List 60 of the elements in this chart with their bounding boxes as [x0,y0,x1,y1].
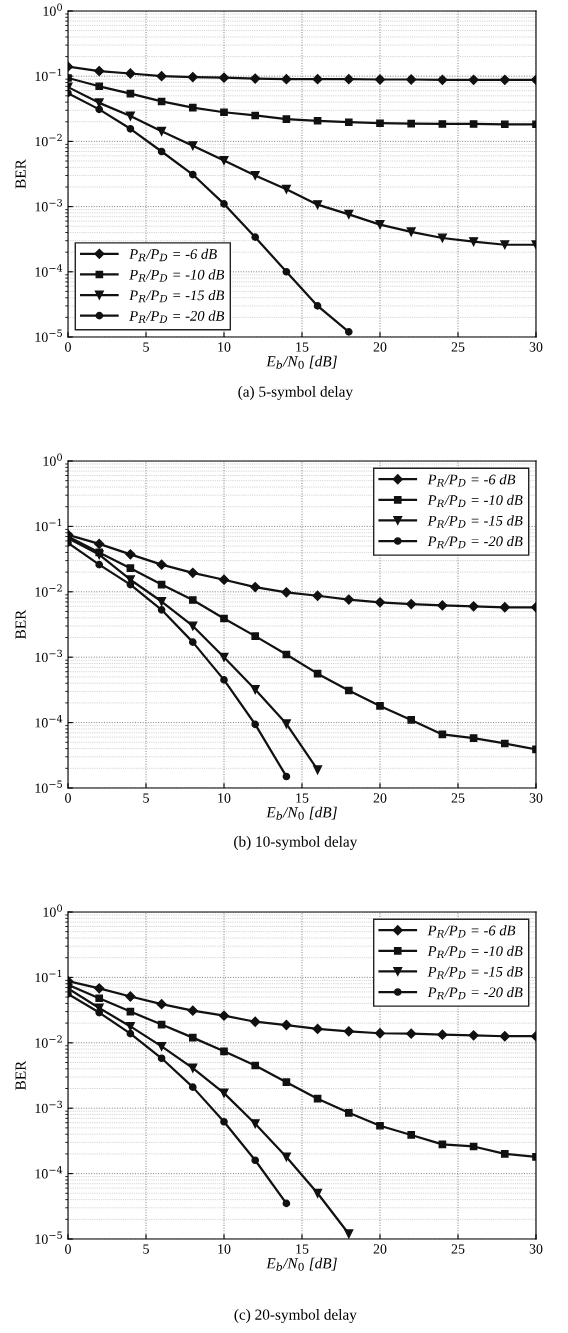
x-tick-label: 20 [373,342,387,352]
legend-label: P$_{R}$/P$_{D}$ = -15 dB [427,515,523,528]
x-tick-label: 30 [529,1244,543,1254]
y-tick-label: 10$^{−3}$ [35,1100,63,1114]
y-tick-label: 10$^{−3}$ [35,649,63,663]
x-tick-label: 15 [296,793,309,803]
x-tick-label: 5 [143,793,149,803]
x-tick-label: 30 [529,793,543,803]
y-tick-label: 10$^{−1}$ [35,518,62,532]
y-tick-label: 10$^{−4}$ [35,1166,63,1179]
y-tick-label: 10$^{−1}$ [35,68,62,82]
y-tick-label: 10$^{−3}$ [35,199,63,212]
legend-label: P$_{R}$/P$_{D}$ = -10 dB [427,494,523,508]
y-tick-label: 10$^{−2}$ [35,584,62,597]
x-tick-label: 15 [296,342,309,352]
y-axis-title: BER [15,1060,26,1090]
text: (c) 20-symbol delay [234,1309,357,1323]
text: (a) 5-symbol delay [238,386,353,400]
y-axis-title: BER [15,609,26,639]
legend-label: P$_{R}$/P$_{D}$ = -20 dB [129,310,225,323]
legend-label: P$_{R}$/P$_{D}$ = -10 dB [427,945,523,959]
y-tick-label: 10$^{−2}$ [35,1035,62,1048]
text: (b) 10-symbol delay [234,836,358,850]
y-tick-label: 10$^{−4}$ [35,715,63,728]
x-tick-label: 10 [218,793,231,803]
x-tick-label: 0 [65,342,71,352]
x-tick-label: 25 [451,342,465,352]
x-axis-title: E$_{b}$/N$_{0}$ [dB] [266,1257,337,1271]
x-axis-title: E$_{b}$/N$_{0}$ [dB] [266,355,337,369]
legend-label: P$_{R}$/P$_{D}$ = -15 dB [129,289,225,303]
legend-label: P$_{R}$/P$_{D}$ = -6 dB [427,474,516,487]
legend-label: P$_{R}$/P$_{D}$ = -6 dB [129,248,217,262]
legend-label: P$_{R}$/P$_{D}$ = -20 dB [427,986,523,1000]
x-tick-label: 5 [143,342,149,352]
x-tick-label: 10 [218,1244,231,1254]
x-tick-label: 0 [65,793,71,803]
x-tick-label: 20 [373,793,387,803]
x-tick-label: 10 [218,342,231,352]
legend-label: P$_{R}$/P$_{D}$ = -20 dB [427,535,523,549]
x-axis-title: E$_{b}$/N$_{0}$ [dB] [266,806,337,820]
x-tick-label: 25 [451,1244,465,1254]
y-tick-label: 10$^{0}$ [43,904,62,917]
y-tick-label: 10$^{−5}$ [35,1231,62,1244]
y-tick-label: 10$^{−2}$ [35,133,62,147]
x-tick-label: 0 [65,1244,71,1254]
x-tick-label: 25 [451,793,465,803]
x-tick-label: 20 [373,1244,387,1254]
y-tick-label: 10$^{−1}$ [35,969,62,983]
y-tick-label: 10$^{−5}$ [35,329,62,342]
x-tick-label: 30 [529,342,543,352]
y-axis-title: BER [15,159,26,189]
legend-label: P$_{R}$/P$_{D}$ = -6 dB [427,925,516,938]
y-tick-label: 10$^{−4}$ [35,264,63,277]
legend-label: P$_{R}$/P$_{D}$ = -10 dB [129,269,225,282]
legend-label: P$_{R}$/P$_{D}$ = -15 dB [427,966,523,979]
x-tick-label: 5 [143,1244,149,1254]
x-tick-label: 15 [296,1244,309,1254]
y-tick-label: 10$^{0}$ [43,3,62,16]
y-tick-label: 10$^{0}$ [43,453,62,466]
y-tick-label: 10$^{−5}$ [35,780,62,793]
